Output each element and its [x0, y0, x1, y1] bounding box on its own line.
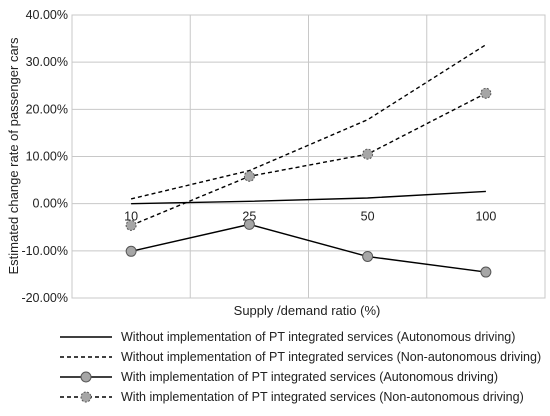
grid-layer — [71, 14, 546, 299]
legend-label-4: With implementation of PT integrated ser… — [121, 390, 524, 404]
x-tick-label: 100 — [475, 210, 496, 224]
series-line-3 — [130, 223, 486, 273]
x-tick-label: 10 — [124, 210, 138, 224]
series-4-point — [480, 87, 492, 99]
y-tick-label: 20.00% — [26, 102, 68, 116]
series-3-point — [362, 250, 374, 262]
x-axis-title: Supply /demand ratio (%) — [234, 303, 381, 318]
series-line-1 — [131, 190, 486, 205]
legend: Without implementation of PT integrated … — [60, 330, 541, 404]
y-tick-label: 40.00% — [26, 8, 68, 22]
series-4-point — [243, 170, 255, 182]
series-3-point — [243, 218, 255, 230]
series-layer — [125, 44, 492, 278]
y-axis-title: Estimated change rate of passenger cars — [6, 37, 21, 275]
series-3-point — [125, 245, 137, 257]
y-tick-label: 0.00% — [33, 197, 68, 211]
series-line-2 — [130, 44, 487, 200]
legend-label-1: Without implementation of PT integrated … — [121, 330, 515, 344]
series-line-4 — [130, 92, 487, 227]
y-tick-labels: -20.00% -10.00% 0.00% 10.00% 20.00% 30.00% 40.… — [21, 8, 68, 305]
y-tick-label: -20.00% — [21, 291, 68, 305]
series-4-point — [362, 148, 374, 160]
x-tick-labels: 10 25 50 100 — [124, 210, 496, 224]
legend-marker-3 — [80, 371, 92, 383]
y-tick-label: -10.00% — [21, 244, 68, 258]
y-tick-label: 10.00% — [26, 150, 68, 164]
series-3-point — [480, 266, 492, 278]
legend-marker-4 — [80, 391, 92, 403]
legend-label-3: With implementation of PT integrated ser… — [121, 370, 498, 384]
legend-label-2: Without implementation of PT integrated … — [121, 350, 541, 364]
x-tick-label: 50 — [361, 210, 375, 224]
series-4-point — [125, 219, 137, 231]
y-tick-label: 30.00% — [26, 55, 68, 69]
